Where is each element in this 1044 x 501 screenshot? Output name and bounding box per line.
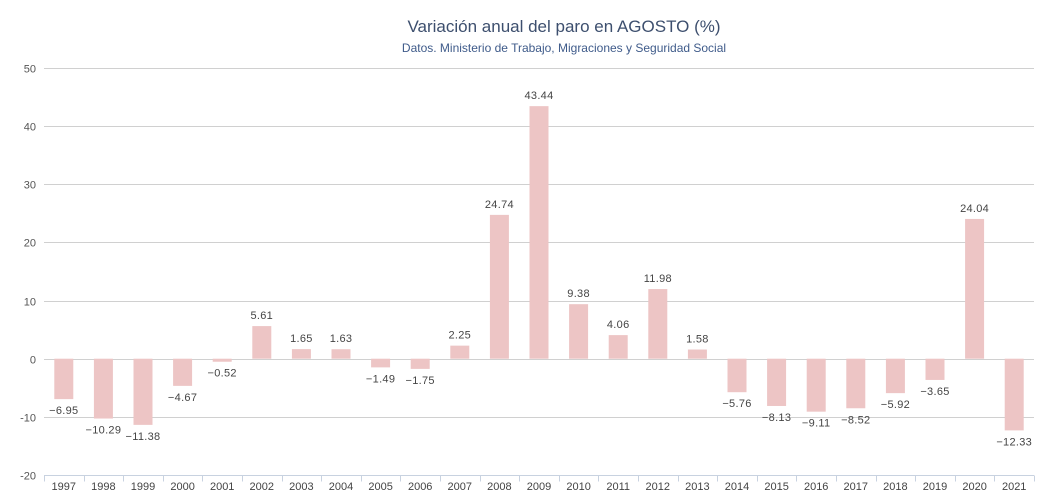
bar-2012 <box>648 289 668 359</box>
y-axis-ticks: 50 40 30 20 10 0 -10 -20 <box>20 64 36 483</box>
data-label-2007: 2.25 <box>448 330 471 342</box>
x-tick-label: 2021 <box>1002 481 1026 493</box>
data-label-2006: −1.75 <box>406 375 435 387</box>
x-tick-label: 2004 <box>329 481 353 493</box>
data-label-2018: −5.92 <box>881 399 910 411</box>
x-tick-label: 2019 <box>923 481 947 493</box>
y-tick-label: 50 <box>24 64 36 76</box>
data-label-2004: 1.63 <box>330 333 353 345</box>
x-tick-label: 2008 <box>487 481 511 493</box>
x-tick-label: 2007 <box>448 481 472 493</box>
data-label-2002: 5.61 <box>250 310 273 322</box>
data-label-2019: −3.65 <box>920 386 949 398</box>
x-tick-label: 2012 <box>646 481 670 493</box>
data-label-2011: 4.06 <box>607 319 630 331</box>
y-tick-label: 30 <box>24 180 36 192</box>
bar-1997 <box>54 358 74 400</box>
x-tick-label: 2002 <box>250 481 274 493</box>
chart-title: Variación anual del paro en AGOSTO (%) <box>407 17 720 36</box>
x-tick-label: 2006 <box>408 481 432 493</box>
data-label-2013: 1.58 <box>686 334 709 346</box>
y-tick-label: -10 <box>20 413 36 425</box>
x-tick-label: 2018 <box>883 481 907 493</box>
data-label-2009: 43.44 <box>524 90 553 102</box>
y-tick-label: 10 <box>24 297 36 309</box>
bar-2016 <box>806 358 826 412</box>
data-label-2000: −4.67 <box>168 392 197 404</box>
x-tick-label: 2013 <box>685 481 709 493</box>
data-label-2020: 24.04 <box>960 203 989 215</box>
y-tick-label: 40 <box>24 122 36 134</box>
bar-2008 <box>489 214 509 359</box>
data-label-2001: −0.52 <box>208 368 237 380</box>
data-label-2021: −12.33 <box>996 436 1032 448</box>
bar-2013 <box>687 349 707 359</box>
bar-2004 <box>331 349 351 359</box>
x-tick-label: 2010 <box>566 481 590 493</box>
bar-2020 <box>965 218 985 359</box>
data-label-2017: −8.52 <box>841 414 870 426</box>
x-tick-label: 2016 <box>804 481 828 493</box>
y-tick-label: -20 <box>20 471 36 483</box>
bar-1998 <box>93 358 113 419</box>
x-tick-label: 2020 <box>962 481 986 493</box>
y-tick-label: 20 <box>24 238 36 250</box>
data-label-1998: −10.29 <box>86 425 122 437</box>
bar-2015 <box>767 358 787 406</box>
bar-2014 <box>727 358 747 393</box>
chart-subtitle: Datos. Ministerio de Trabajo, Migracione… <box>402 41 726 55</box>
data-label-2012: 11.98 <box>644 273 672 285</box>
bar-2009 <box>529 106 549 359</box>
bar-2000 <box>173 358 193 386</box>
x-tick-label: 1999 <box>131 481 155 493</box>
x-tick-label: 2001 <box>210 481 234 493</box>
x-tick-label: 2011 <box>606 481 630 493</box>
x-tick-label: 2014 <box>725 481 749 493</box>
x-tick-label: 2003 <box>289 481 313 493</box>
data-label-1997: −6.95 <box>49 405 78 417</box>
bar-2019 <box>925 358 945 380</box>
bars <box>54 106 1024 431</box>
data-label-2015: −8.13 <box>762 412 791 424</box>
x-tick-label: 2000 <box>170 481 194 493</box>
x-tick-label: 2017 <box>844 481 868 493</box>
x-axis: 1997 1998 1999 2000 2001 2002 2003 2004 2005 2006… <box>44 475 1035 493</box>
bar-2005 <box>371 358 391 368</box>
bar-2007 <box>450 345 470 359</box>
data-label-2008: 24.74 <box>485 199 514 211</box>
bar-2010 <box>569 304 589 359</box>
x-tick-label: 2009 <box>527 481 551 493</box>
x-tick-label: 1997 <box>52 481 76 493</box>
bar-1999 <box>133 358 153 425</box>
data-label-2016: −9.11 <box>802 418 831 430</box>
bar-2006 <box>410 358 430 369</box>
bar-2018 <box>885 358 905 394</box>
data-label-1999: −11.38 <box>126 431 161 443</box>
bar-2011 <box>608 335 628 359</box>
data-label-2014: −5.76 <box>722 398 751 410</box>
data-labels: −6.95 −10.29 −11.38 −4.67 −0.52 5.61 1.65 1.63 −… <box>49 90 1032 448</box>
bar-2001 <box>212 358 232 362</box>
x-tick-label: 2015 <box>764 481 788 493</box>
data-label-2003: 1.65 <box>290 333 313 345</box>
x-tick-label: 2005 <box>368 481 392 493</box>
bar-2021 <box>1004 358 1024 431</box>
y-tick-label: 0 <box>30 355 36 367</box>
data-label-2005: −1.49 <box>366 373 395 385</box>
data-label-2010: 9.38 <box>567 288 590 300</box>
bar-2003 <box>291 349 311 359</box>
bar-2017 <box>846 358 866 409</box>
bar-2002 <box>252 326 272 359</box>
x-tick-label: 1998 <box>91 481 115 493</box>
